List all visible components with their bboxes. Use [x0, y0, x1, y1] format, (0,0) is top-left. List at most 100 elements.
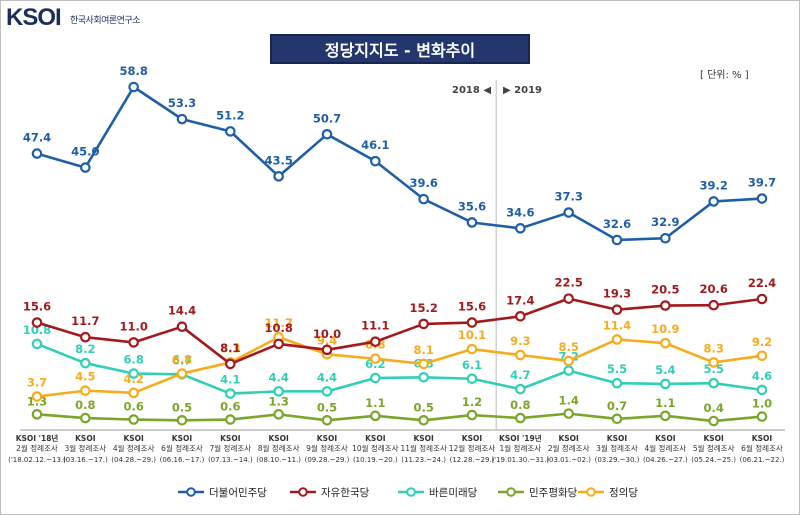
data-label: 19.3: [603, 287, 631, 301]
data-label: 8.3: [220, 341, 240, 355]
data-label: 46.1: [361, 138, 389, 152]
data-label: 20.5: [651, 283, 679, 297]
x-tick-dates: (07.13.~14.): [208, 456, 253, 464]
data-point: [273, 338, 284, 350]
x-tick-survey: 2월 정례조사: [16, 443, 58, 453]
x-tick-brand: KSOI: [317, 434, 338, 443]
series-line: [36, 85, 763, 242]
data-point: [563, 365, 574, 376]
data-point: [660, 300, 671, 311]
data-label: 39.2: [699, 178, 727, 192]
data-label: 10.8: [264, 321, 292, 335]
data-point: [176, 368, 188, 379]
x-tick-dates: (10.19.~20.): [353, 456, 398, 464]
data-point: [273, 171, 284, 182]
data-point: [31, 391, 43, 402]
data-label: 0.4: [703, 401, 723, 415]
data-label: 0.5: [413, 400, 433, 414]
org-name: 한국사회여론연구소: [70, 16, 141, 26]
data-label: 1.3: [268, 394, 288, 408]
data-point: [466, 343, 478, 355]
legend-label: 자유한국당: [321, 487, 370, 499]
data-label: 37.3: [554, 190, 582, 204]
data-label: 6.8: [123, 353, 143, 367]
data-point: [418, 371, 429, 383]
data-label: 5.5: [607, 362, 627, 376]
data-point: [515, 223, 526, 234]
x-tick-survey: 3월 정례조사: [65, 443, 107, 453]
data-point: [321, 129, 333, 140]
data-point: [515, 412, 526, 424]
data-point: [466, 217, 478, 228]
data-label: 6.7: [172, 353, 192, 367]
data-point: [370, 353, 381, 365]
data-point: [370, 372, 381, 384]
data-label: 34.6: [506, 205, 534, 219]
x-tick-brand: KSOI: [655, 434, 676, 443]
data-label: 3.7: [27, 376, 47, 390]
data-point: [31, 317, 43, 328]
x-tick-dates: (06.21.~22.): [740, 456, 785, 464]
data-point: [708, 415, 719, 427]
data-label: 0.8: [510, 398, 530, 412]
data-label: 43.5: [264, 153, 292, 167]
data-label: 35.6: [458, 199, 486, 213]
data-label: 4.4: [317, 370, 337, 384]
x-tick-survey: 4월 정례조사: [113, 443, 155, 453]
legend-label: 바른미래당: [429, 487, 478, 499]
legend-swatch-marker: [186, 487, 196, 497]
data-point: [660, 232, 671, 244]
data-point: [176, 321, 188, 332]
data-label: 4.6: [752, 369, 772, 383]
data-label: 0.5: [172, 400, 192, 414]
x-tick-dates: (12.28.~29.): [450, 456, 495, 464]
x-tick-brand: KSOI: [220, 434, 241, 443]
x-tick-brand: KSOI: [268, 434, 289, 443]
data-point: [563, 293, 574, 304]
data-label: 47.4: [23, 131, 51, 145]
data-label: 8.2: [75, 342, 95, 356]
legend-item: 자유한국당: [290, 487, 370, 499]
data-point: [418, 358, 429, 370]
series-line: [36, 335, 763, 398]
data-point: [370, 336, 381, 347]
data-point: [708, 377, 719, 389]
data-label: 45.0: [71, 145, 99, 159]
data-point: [321, 344, 333, 356]
data-label: 9.2: [752, 335, 772, 349]
data-label: 10.1: [458, 328, 486, 342]
data-point: [31, 409, 43, 420]
x-tick-dates: (03.01.~02.): [546, 456, 591, 464]
data-point: [128, 337, 139, 348]
data-point: [225, 126, 236, 137]
data-label: 0.6: [123, 400, 143, 414]
data-label: 9.4: [317, 333, 337, 347]
data-point: [466, 409, 478, 421]
data-point: [273, 409, 284, 420]
legend-label: 정의당: [609, 487, 638, 499]
data-label: 5.5: [703, 362, 723, 376]
data-point: [515, 349, 526, 361]
x-tick-survey: 4월 정례조사: [645, 443, 687, 453]
data-label: 1.1: [655, 396, 675, 410]
data-point: [128, 81, 139, 93]
data-point: [225, 388, 236, 399]
series-line: [36, 412, 763, 423]
legend-item: 정의당: [578, 487, 638, 499]
data-point: [128, 414, 139, 425]
legend-swatch-marker: [406, 487, 416, 497]
x-tick-brand: KSOI: [365, 434, 386, 443]
data-point: [660, 337, 671, 349]
series-line: [36, 297, 763, 366]
x-tick-survey: 2월 정례조사: [548, 443, 590, 453]
data-point: [515, 311, 526, 322]
data-point: [128, 387, 139, 399]
data-label: 1.4: [558, 394, 578, 408]
data-point: [370, 155, 381, 167]
data-point: [176, 414, 188, 426]
